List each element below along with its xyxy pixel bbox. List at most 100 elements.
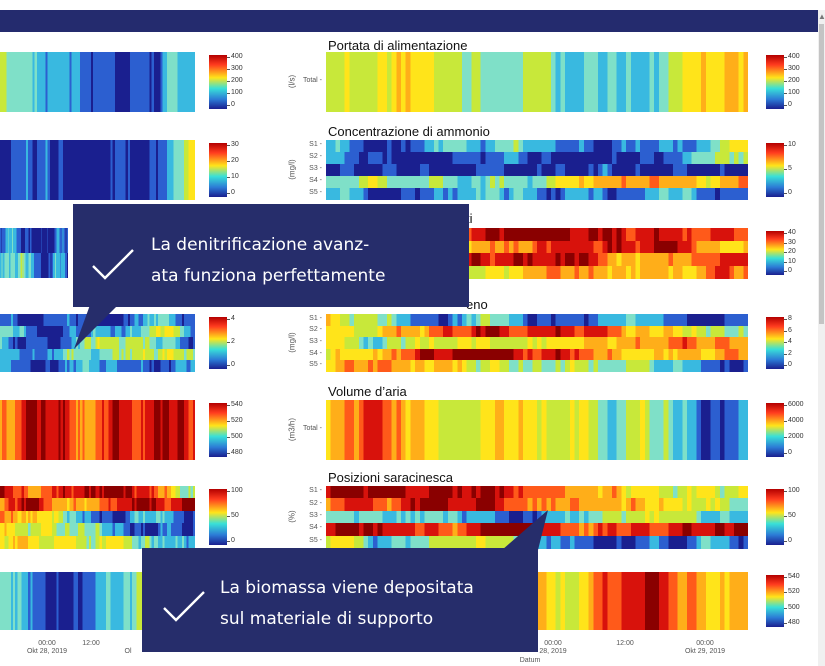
- left-heatmap-6-row-5: [0, 535, 195, 549]
- colorbar-tick-label: 6000: [784, 401, 804, 408]
- chart-title: Portata di alimentazione: [328, 38, 468, 53]
- row-label: S1 -: [309, 487, 322, 495]
- colorbar-tick-label: 200: [227, 77, 243, 84]
- colorbar-tick-label: 400: [227, 53, 243, 60]
- left-heatmap-4-row-3: [0, 337, 195, 350]
- left-heatmap-5-row-1: [0, 400, 195, 460]
- left-heatmap-1-row-1: [0, 52, 195, 112]
- scrollbar-thumb[interactable]: [819, 24, 824, 324]
- callout-denitrification: La denitrificazione avanz- ata funziona …: [73, 204, 469, 307]
- row-label: S2 -: [309, 326, 322, 334]
- chart-title: Posizioni saracinesca: [328, 470, 454, 485]
- right-heatmap-2-row-5: [326, 188, 748, 200]
- colorbar-tick-label: 2: [227, 338, 235, 345]
- right-heatmap-4-row-2: [326, 325, 748, 338]
- row-label: S5 -: [309, 536, 322, 544]
- row-label: Total -: [302, 77, 322, 84]
- colorbar-tick-label: 400: [784, 53, 800, 60]
- right-heatmap-2-row-2: [326, 152, 748, 164]
- scroll-up-arrow-icon[interactable]: ▲: [818, 12, 825, 21]
- colorbar-tick-label: 50: [784, 512, 796, 519]
- row-label: S3 -: [309, 165, 322, 172]
- colorbar-tick-label: 40: [784, 229, 796, 236]
- colorbar-tick-label: 20: [227, 157, 239, 164]
- y-axis-unit: (mg/l): [287, 332, 297, 353]
- row-label: S4 -: [309, 524, 322, 532]
- colorbar-tick-label: 100: [784, 89, 800, 96]
- left-heatmap-4-row-2: [0, 325, 195, 338]
- colorbar-tick-label: 6: [784, 326, 792, 334]
- x-tick-left-2: 12:00: [82, 640, 100, 647]
- right-heatmap-6-row-2: [326, 498, 748, 512]
- colorbar-tick-label: 0: [784, 189, 792, 196]
- right-heatmap-6-row-1: [326, 486, 748, 499]
- left-heatmap-3-row-2: [0, 253, 68, 278]
- colorbar-tick-label: 0: [784, 101, 792, 108]
- right-heatmap-6-row-3: [326, 510, 748, 524]
- colorbar-tick-label: 540: [227, 401, 243, 408]
- colorbar-tick-label: 100: [784, 487, 800, 494]
- x-tick-right-2: 12:00: [616, 640, 634, 647]
- colorbar-tick-label: 30: [227, 141, 239, 148]
- colorbar-tick-label: 5: [784, 165, 792, 172]
- right-heatmap-1-colorbar: [766, 55, 784, 109]
- right-heatmap-6-colorbar: [766, 489, 784, 545]
- row-label: S5 -: [309, 189, 322, 196]
- colorbar-tick-label: 0: [784, 537, 792, 544]
- callout-line-2: ata funziona perfettamente: [151, 266, 386, 286]
- colorbar-tick-label: 2000: [784, 433, 804, 440]
- colorbar-tick-label: 50: [227, 512, 239, 519]
- right-heatmap-5-colorbar: [766, 403, 784, 457]
- top-title-bar: [0, 10, 818, 32]
- colorbar-tick-label: 520: [227, 417, 243, 424]
- left-heatmap-2-row-1: [0, 140, 195, 200]
- row-label: S3 -: [309, 338, 322, 345]
- colorbar-tick-label: 30: [784, 238, 796, 246]
- colorbar-tick-label: 10: [227, 173, 239, 180]
- colorbar-tick-label: 20: [784, 248, 796, 255]
- colorbar-tick-label: 0: [227, 537, 235, 544]
- colorbar-tick-label: 300: [784, 65, 800, 72]
- right-heatmap-4-row-4: [326, 348, 748, 361]
- right-heatmap-1-row-1: [326, 52, 748, 112]
- chart-title: Concentrazione di ammonio: [328, 124, 490, 139]
- checkmark-icon: [92, 249, 134, 280]
- row-label: Total -: [302, 425, 322, 432]
- colorbar-tick-label: 100: [227, 89, 243, 96]
- callout-pointer: [502, 510, 548, 550]
- row-label: S3 -: [309, 512, 322, 519]
- colorbar-tick-label: 520: [784, 588, 800, 596]
- scrollbar[interactable]: [818, 10, 825, 666]
- checkmark-icon: [163, 591, 205, 622]
- chart-title: ti: [466, 211, 473, 226]
- chart-title: Volume d’aria: [328, 384, 407, 399]
- colorbar-tick-label: 0: [227, 101, 235, 108]
- callout-pointer: [74, 305, 118, 349]
- colorbar-tick-label: 300: [227, 65, 243, 72]
- left-heatmap-4-row-4: [0, 348, 195, 361]
- x-tick-right-3: 00:00 Okt 29, 2019: [684, 640, 726, 655]
- colorbar-tick-label: 0: [227, 361, 235, 368]
- row-label: S4 -: [309, 349, 322, 357]
- x-axis-title: Datum: [519, 657, 541, 664]
- callout-line-2: sul materiale di supporto: [220, 609, 434, 629]
- callout-line-1: La biomassa viene depositata: [220, 578, 474, 598]
- right-heatmap-7-colorbar: [766, 575, 784, 627]
- colorbar-tick-label: 100: [227, 487, 243, 494]
- right-heatmap-2-row-1: [326, 140, 748, 152]
- colorbar-tick-label: 500: [784, 603, 800, 611]
- colorbar-tick-label: 10: [784, 257, 796, 265]
- colorbar-tick-label: 0: [784, 267, 792, 274]
- right-heatmap-4-row-1: [326, 314, 748, 326]
- colorbar-tick-label: 540: [784, 573, 800, 580]
- right-heatmap-4-colorbar: [766, 317, 784, 369]
- right-heatmap-2-row-4: [326, 176, 748, 188]
- colorbar-tick-label: 500: [227, 433, 243, 440]
- y-axis-unit: (l/s): [287, 74, 297, 89]
- colorbar-tick-label: 200: [784, 77, 800, 84]
- left-heatmap-6-colorbar: [209, 489, 227, 545]
- callout-line-1: La denitrificazione avanz-: [151, 235, 370, 255]
- left-heatmap-6-row-1: [0, 486, 195, 499]
- row-label: S2 -: [309, 153, 322, 160]
- right-heatmap-2-row-3: [326, 164, 748, 176]
